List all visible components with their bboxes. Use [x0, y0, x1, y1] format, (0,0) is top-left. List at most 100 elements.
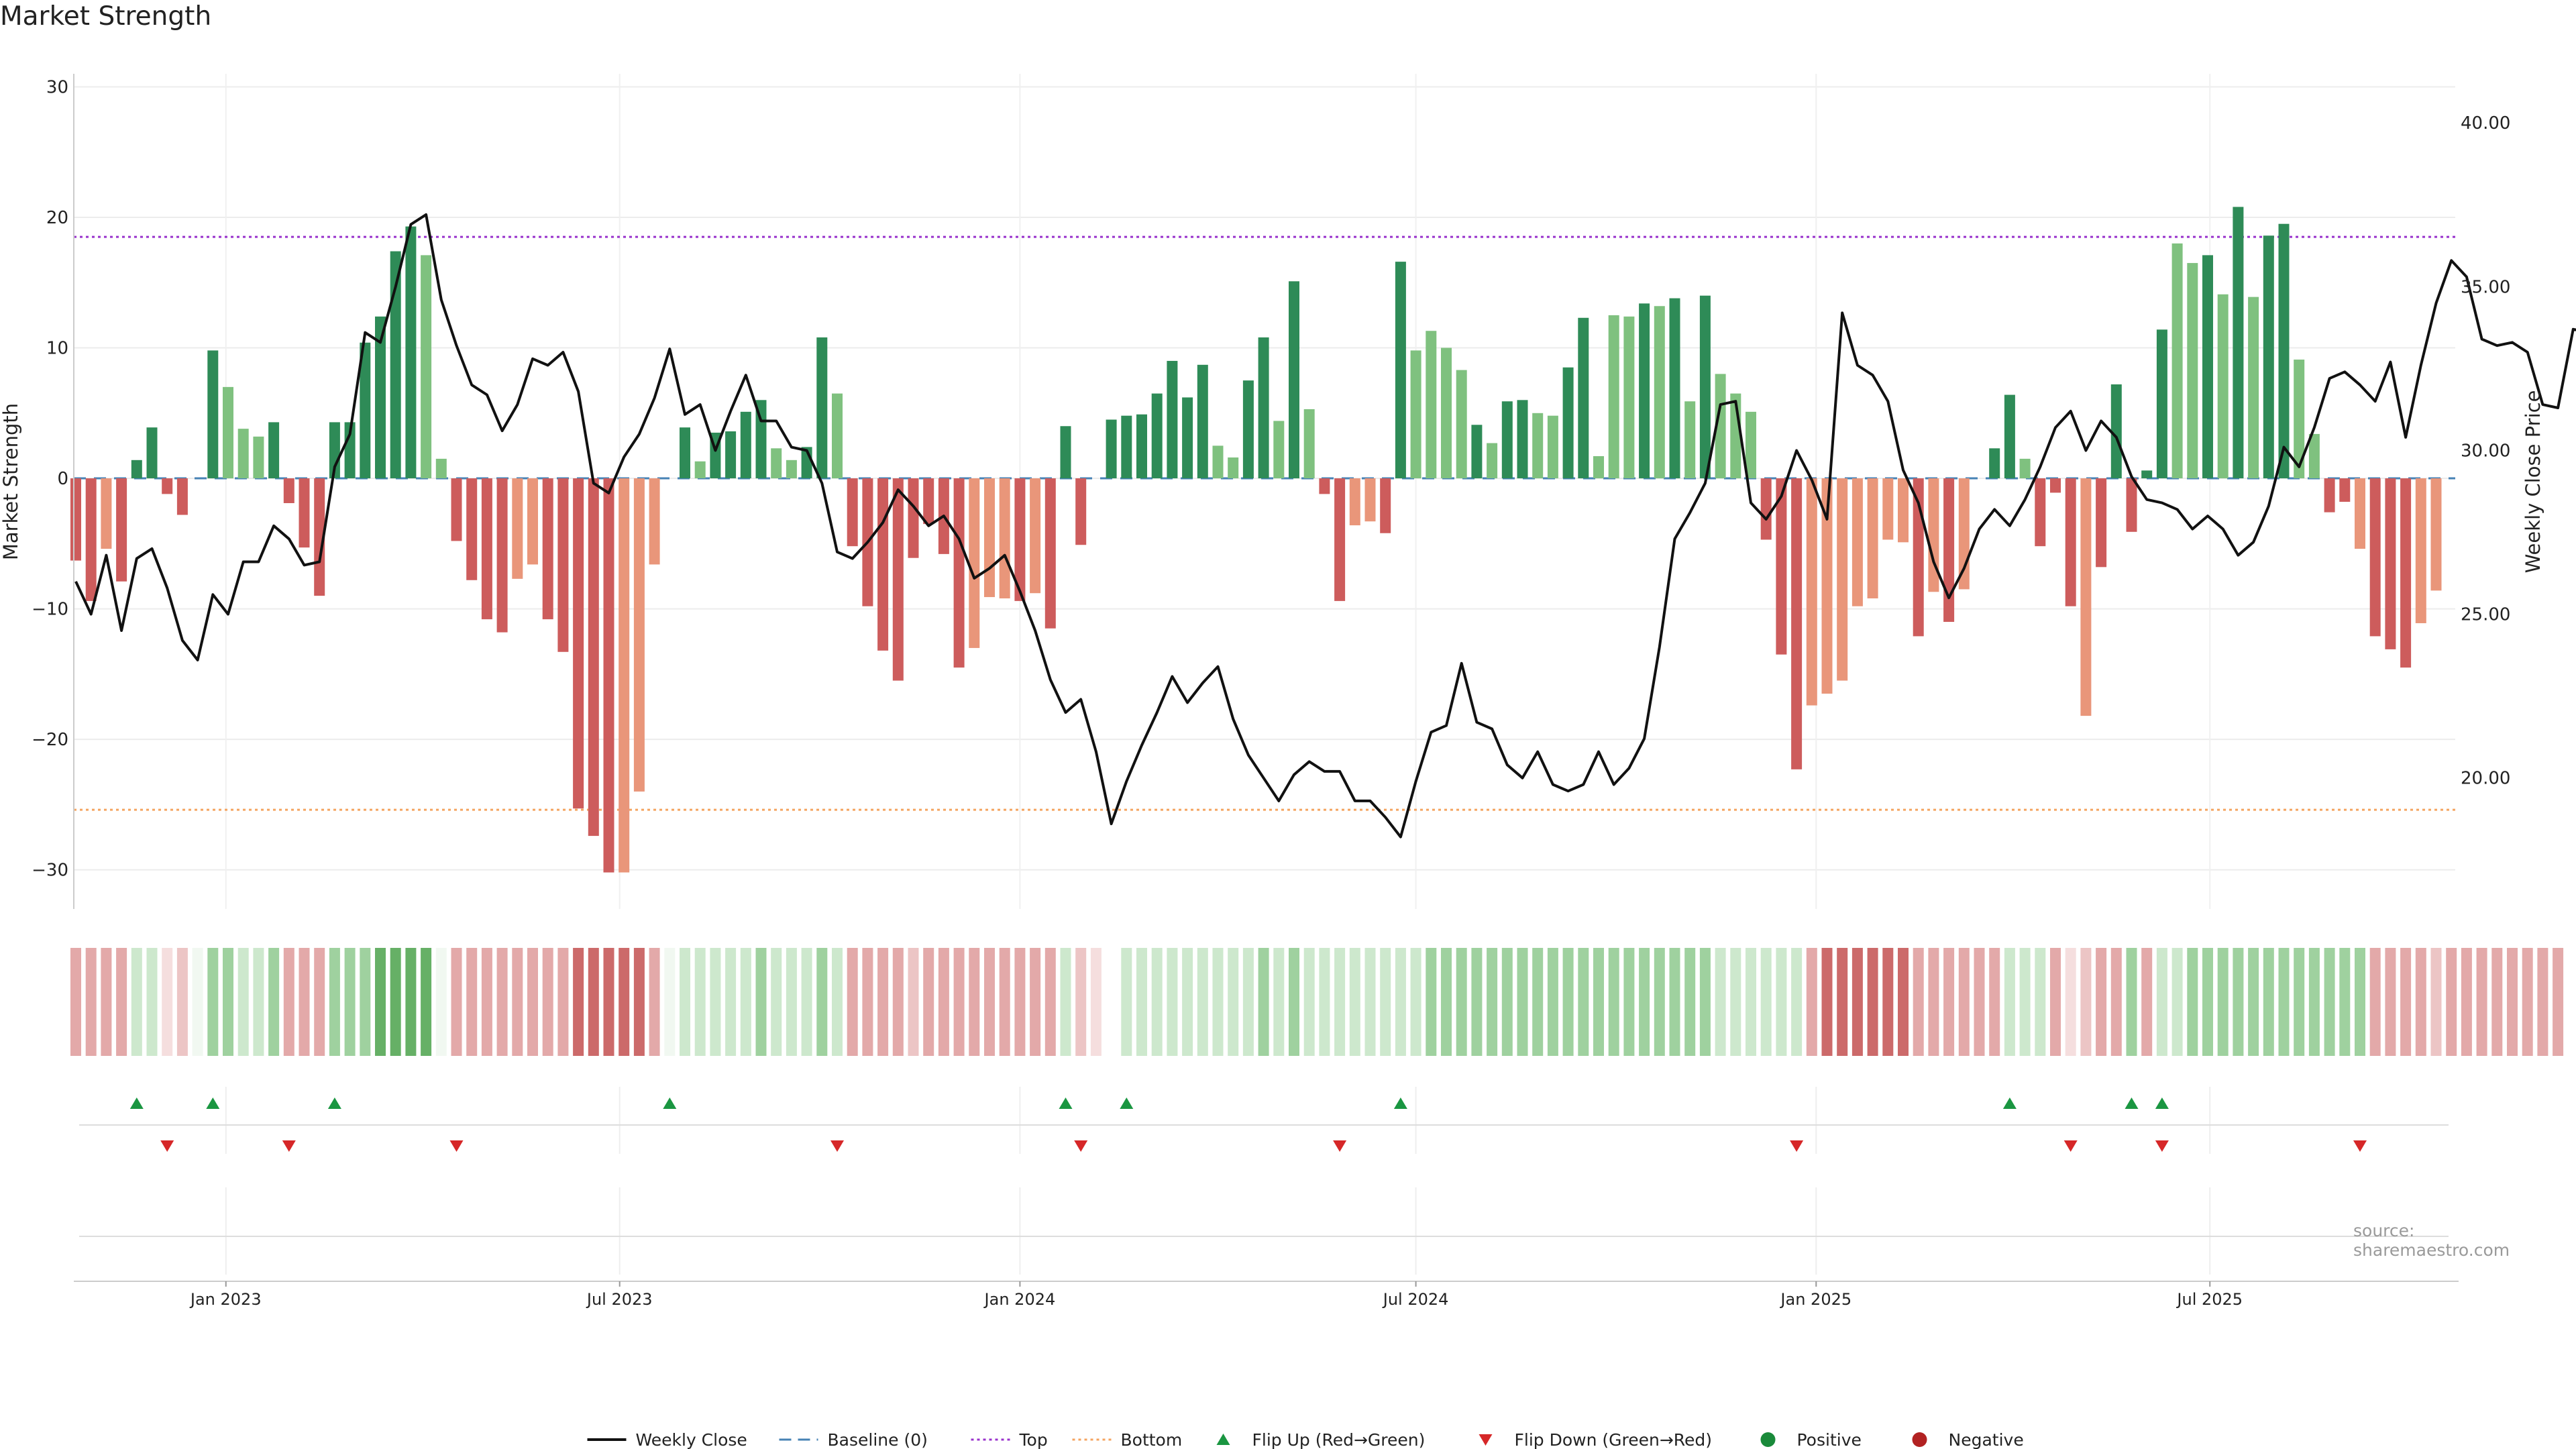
legend-item: Positive — [1760, 1430, 1862, 1449]
heat-cell — [786, 948, 797, 1056]
strength-bar — [1334, 478, 1346, 601]
heat-cell — [299, 948, 310, 1056]
strength-bar — [1806, 478, 1817, 706]
heat-cell — [2110, 948, 2122, 1056]
heat-cell — [1639, 948, 1650, 1056]
strength-bar — [923, 478, 934, 525]
heat-cell — [1090, 948, 1102, 1056]
strength-bar — [1273, 421, 1285, 479]
heat-cell — [1851, 948, 1863, 1056]
x-axis: Jan 2023 Jul 2023 Jan 2024 Jul 2024 Jan 2025… — [74, 1281, 2459, 1309]
flip-up-marker — [663, 1097, 677, 1109]
heat-cell — [481, 948, 492, 1056]
heat-cell — [1319, 948, 1330, 1056]
strength-bar — [2278, 223, 2290, 479]
heat-cell — [1593, 948, 1604, 1056]
strength-bar — [2065, 478, 2076, 606]
strength-bar — [1410, 350, 1421, 479]
strength-bar — [329, 422, 340, 479]
strength-bar — [816, 337, 828, 479]
legend-label: Negative — [1949, 1430, 2024, 1449]
strength-bar — [2415, 478, 2426, 623]
strength-bar — [1426, 331, 1437, 479]
strength-bar — [680, 427, 690, 479]
heat-cell — [101, 948, 112, 1056]
heat-cell — [2248, 948, 2259, 1056]
heat-cell — [2263, 948, 2274, 1056]
heat-cell — [1746, 948, 1756, 1056]
heat-cell — [2553, 948, 2564, 1056]
heat-cell — [588, 948, 599, 1056]
legend-circle-icon — [1912, 1432, 1927, 1447]
heat-cell — [1730, 948, 1741, 1056]
heat-cell — [542, 948, 553, 1056]
heat-cell — [1349, 948, 1360, 1056]
heat-cell — [1167, 948, 1178, 1056]
heat-cell — [1715, 948, 1726, 1056]
y2-tick-label: 35.00 — [2461, 277, 2510, 297]
heat-cell — [2141, 948, 2153, 1056]
heat-cell — [999, 948, 1010, 1056]
heat-cell — [619, 948, 630, 1056]
flip-up-marker — [1059, 1097, 1073, 1109]
heat-cell — [2355, 948, 2365, 1056]
strength-bar — [1167, 360, 1178, 479]
heat-cell — [2339, 948, 2351, 1056]
x-tick-label: Jan 2023 — [189, 1290, 262, 1309]
heat-cell — [162, 948, 173, 1056]
heat-cell — [466, 948, 478, 1056]
weekly-close-line — [74, 213, 2576, 839]
strength-bar — [1197, 364, 1208, 479]
strength-bar — [557, 478, 569, 652]
heat-cell — [1654, 948, 1665, 1056]
strength-bar — [2126, 478, 2137, 532]
chart-title: Market Strength — [0, 1, 212, 32]
flip-down-marker — [1790, 1140, 1804, 1152]
strength-bar — [2004, 394, 2015, 479]
flip-up-marker — [1393, 1097, 1407, 1109]
strength-bar — [1044, 478, 1056, 629]
heat-cell — [2537, 948, 2548, 1056]
strength-bar — [421, 255, 432, 479]
strength-bar — [1715, 374, 1726, 479]
strength-bar — [207, 350, 219, 479]
heat-cell — [1197, 948, 1208, 1056]
heat-cell — [1776, 948, 1787, 1056]
strength-bar — [1958, 478, 1970, 590]
heat-cell — [253, 948, 264, 1056]
heat-cell — [451, 948, 462, 1056]
strength-bar — [2355, 478, 2365, 549]
heat-cell — [1806, 948, 1817, 1056]
heat-cell — [1258, 948, 1269, 1056]
x-tick-label: Jul 2024 — [1382, 1290, 1449, 1309]
strength-bar — [573, 478, 584, 809]
strength-bar — [1593, 455, 1604, 479]
heat-cell — [862, 948, 873, 1056]
strength-bar — [283, 478, 294, 504]
strength-bar — [1060, 426, 1071, 479]
heat-cell — [1882, 948, 1894, 1056]
strength-bar — [299, 478, 310, 548]
strength-bar — [101, 478, 112, 549]
strength-bar — [2233, 207, 2244, 479]
strength-bar — [953, 478, 965, 668]
heat-cell — [755, 948, 767, 1056]
heat-cell — [1289, 948, 1299, 1056]
strength-bar — [2263, 235, 2274, 479]
heat-cell — [496, 948, 508, 1056]
heat-cell — [923, 948, 934, 1056]
legend-item: Top — [971, 1430, 1048, 1449]
strength-bar — [1562, 367, 1574, 479]
heat-cell — [70, 948, 81, 1056]
heat-cell — [816, 948, 828, 1056]
legend-item: Flip Down (Green→Red) — [1479, 1430, 1712, 1449]
x-tick-label: Jul 2023 — [586, 1290, 653, 1309]
strength-bar — [999, 478, 1010, 599]
flip-up-marker — [129, 1097, 144, 1109]
heat-cell — [2080, 948, 2092, 1056]
heat-cell — [2217, 948, 2229, 1056]
strength-bar — [1791, 478, 1803, 769]
heat-cell — [603, 948, 614, 1056]
strength-bar — [1882, 478, 1894, 540]
heat-cell — [2385, 948, 2396, 1056]
